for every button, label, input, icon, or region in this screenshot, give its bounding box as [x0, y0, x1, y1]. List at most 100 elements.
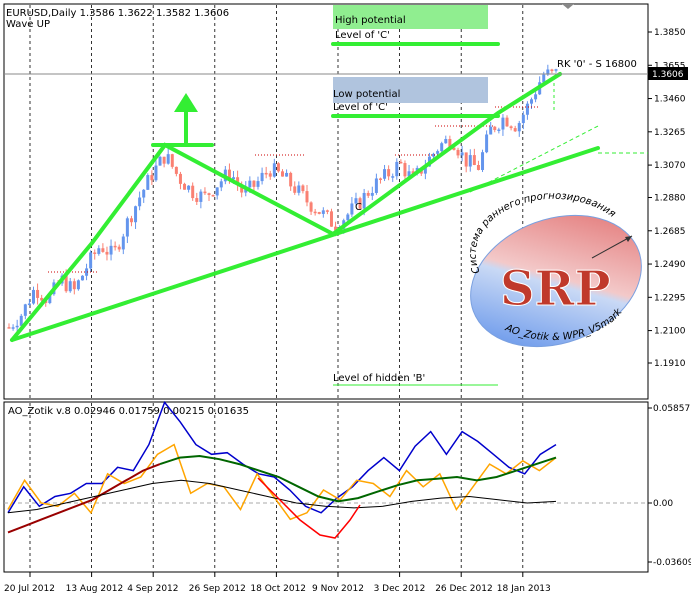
oscillator-lines [7, 400, 557, 539]
candle-body [489, 126, 493, 135]
candle-body [362, 192, 366, 209]
logo-letters: SRP [500, 261, 611, 317]
candle-body [154, 165, 158, 181]
candle-body [383, 169, 387, 179]
price-tick-label: 1.2295 [654, 293, 686, 303]
candle-body [301, 185, 305, 192]
time-tick-label: 20 Jul 2012 [4, 584, 55, 594]
candle-body [146, 175, 150, 190]
candle-body [215, 187, 219, 196]
candle-body [513, 128, 517, 132]
candle-body [407, 171, 411, 177]
low-potential-label: Low potential [333, 89, 400, 100]
candle-body [387, 169, 391, 177]
candle-body [272, 163, 276, 177]
candle-body [72, 281, 76, 290]
candle-body [313, 211, 317, 214]
candle-body [317, 212, 321, 214]
candle-body [370, 192, 374, 196]
candle-body [240, 184, 244, 193]
candle-body [219, 181, 223, 188]
symbol-line: EURUSD,Daily 1.3586 1.3622 1.3582 1.3606 [6, 8, 229, 19]
price-tick-label: 1.3850 [654, 28, 686, 38]
candle-body [517, 123, 521, 132]
candle-body [534, 94, 538, 100]
candle-body [289, 172, 293, 187]
price-axis: 1.3850 1.3655 1.3460 1.3265 1.3070 1.2880 1.26… [648, 28, 686, 369]
candle-body [170, 154, 174, 167]
candle-body [211, 195, 215, 197]
candle-body [501, 117, 505, 130]
candle-body [97, 248, 101, 254]
candle-body [101, 248, 105, 252]
candle-body [448, 138, 452, 148]
candle-body [138, 197, 142, 207]
candle-body [232, 177, 236, 180]
high-potential-box [333, 5, 488, 29]
price-tick-label: 1.2490 [654, 260, 686, 270]
candle-body [403, 163, 407, 177]
candle-body [550, 69, 554, 71]
price-tick-label: 1.2685 [654, 227, 686, 237]
candle-body [395, 161, 399, 177]
oscillator-axis: 0.05857 0.00 -0.03609 [648, 404, 691, 568]
oscillator-title: AO_Zotik v.8 0.02946 0.01759 0.00215 0.0… [8, 406, 249, 417]
candle-body [252, 180, 256, 187]
time-tick-label: 13 Aug 2012 [66, 584, 124, 594]
candle-body [105, 251, 109, 255]
candle-body [546, 69, 550, 75]
high-potential-level-label: Level of 'C' [335, 30, 390, 41]
candle-body [464, 152, 468, 167]
candle-body [374, 178, 378, 193]
candle-body [248, 180, 252, 188]
candle-body [309, 202, 313, 212]
price-tick-label: 1.3265 [654, 128, 686, 138]
time-tick-label: 3 Dec 2012 [374, 584, 426, 594]
candle-body [162, 156, 166, 164]
candle-body [36, 289, 40, 298]
candle-body [423, 166, 427, 174]
candles [7, 64, 558, 332]
candle-body [391, 176, 395, 178]
candle-body [399, 161, 403, 164]
candle-body [64, 275, 68, 292]
candle-body [187, 185, 191, 190]
time-tick-label: 4 Sep 2012 [127, 584, 178, 594]
rk-label: RK '0' - S 16800 [557, 59, 637, 70]
candle-body [48, 294, 52, 304]
candle-body [80, 275, 84, 281]
osc-tick-label: 0.05857 [653, 404, 690, 414]
price-tag-text: 1.3606 [652, 70, 684, 80]
candle-body [134, 206, 138, 223]
candle-body [117, 246, 121, 250]
candle-body [27, 303, 31, 306]
candle-body [183, 183, 187, 190]
candle-body [493, 126, 497, 131]
candle-body [109, 245, 113, 255]
osc-series-line [159, 454, 557, 503]
candle-body [321, 210, 325, 214]
price-tick-label: 1.3655 [654, 61, 686, 71]
price-tick-label: 1.3070 [654, 161, 686, 171]
candle-body [191, 185, 195, 199]
time-tick-label: 9 Nov 2012 [312, 584, 364, 594]
time-axis: 20 Jul 2012 13 Aug 2012 4 Sep 2012 26 Sep 2… [4, 572, 551, 594]
candle-body [346, 214, 350, 221]
candle-body [260, 172, 264, 182]
candle-body [7, 327, 11, 329]
candle-body [15, 325, 19, 328]
candle-body [93, 252, 97, 254]
candle-body [89, 252, 93, 269]
candle-body [297, 185, 301, 193]
candle-body [276, 163, 280, 172]
support-trendline [10, 146, 600, 342]
high-potential-label: High potential [335, 15, 406, 26]
resistance-dotted-lines [48, 106, 540, 273]
candle-body [354, 198, 358, 204]
candle-body [325, 210, 329, 212]
candle-body [554, 69, 558, 71]
candle-body [268, 173, 272, 177]
price-tick-label: 1.2100 [654, 327, 686, 337]
candle-body [305, 191, 309, 203]
